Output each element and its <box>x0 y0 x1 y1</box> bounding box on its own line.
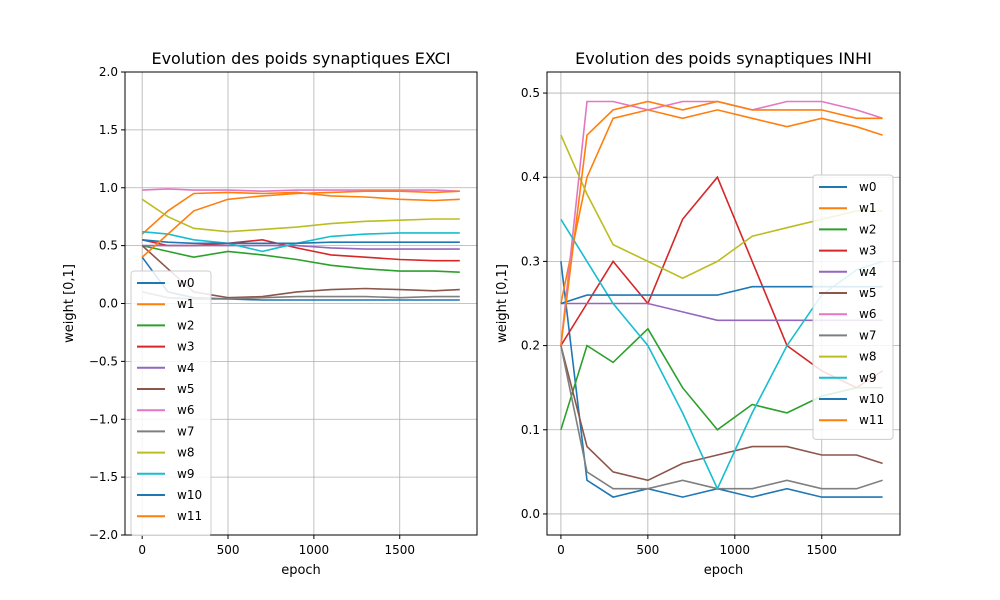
y-tick-label: 0.4 <box>521 170 540 184</box>
legend-label-w4: w4 <box>859 265 876 279</box>
legend-label-w9: w9 <box>177 467 194 481</box>
legend-label-w2: w2 <box>177 318 194 332</box>
legend-label-w10: w10 <box>859 392 884 406</box>
legend: w0 w1 w2 w3 w4 w5 w6 w7 w8 w9 w10 w11 <box>812 174 894 440</box>
chart-title: Evolution des poids synaptiques INHI <box>575 49 872 68</box>
y-tick-label: 0.3 <box>521 254 540 268</box>
x-axis-label: epoch <box>281 563 321 578</box>
chart-exci: 0 500 1000 1500 −2.0 −1.5 −1.0 −0.5 0.0 0.5 1.0 1.5… <box>62 49 478 578</box>
legend-label-w10: w10 <box>177 488 202 502</box>
y-axis-label: weight [0,1] <box>495 264 510 343</box>
y-tick-label: −1.5 <box>89 470 118 484</box>
series-line-w6 <box>142 188 460 193</box>
legend: w0 w1 w2 w3 w4 w5 w6 w7 w8 w9 w10 w11 <box>130 270 212 536</box>
legend-label-w5: w5 <box>177 382 194 396</box>
x-tick-label: 0 <box>557 543 565 557</box>
x-tick-label: 1500 <box>806 543 837 557</box>
x-tick-label: 1500 <box>384 543 415 557</box>
y-tick-label: −1.0 <box>89 412 118 426</box>
legend-box <box>812 174 894 440</box>
x-tick-label: 1000 <box>720 543 751 557</box>
x-axis-label: epoch <box>704 563 744 578</box>
legend-label-w9: w9 <box>859 371 876 385</box>
y-tick-label: 2.0 <box>99 65 118 79</box>
y-tick-label: 0.0 <box>99 297 118 311</box>
y-tick-label: 0.0 <box>521 507 540 521</box>
y-tick-label: −0.5 <box>89 354 118 368</box>
chart-title: Evolution des poids synaptiques EXCI <box>151 49 450 68</box>
chart-inhi: 0 500 1000 1500 0.0 0.1 0.2 0.3 0.4 0.5 Evolution … <box>495 49 901 578</box>
y-tick-label: 1.0 <box>99 181 118 195</box>
legend-label-w7: w7 <box>177 424 194 438</box>
series-line-w2 <box>142 244 460 273</box>
legend-label-w5: w5 <box>859 286 876 300</box>
legend-label-w1: w1 <box>177 297 194 311</box>
legend-label-w8: w8 <box>177 446 194 460</box>
x-tick-label: 0 <box>138 543 146 557</box>
legend-label-w1: w1 <box>859 201 876 215</box>
y-tick-label: 1.5 <box>99 123 118 137</box>
legend-box <box>130 270 212 536</box>
x-tick-label: 500 <box>636 543 659 557</box>
legend-label-w0: w0 <box>859 180 876 194</box>
y-tick-label: 0.5 <box>99 239 118 253</box>
x-tick-label: 1000 <box>299 543 330 557</box>
y-tick-label: 0.5 <box>521 86 540 100</box>
legend-label-w4: w4 <box>177 361 194 375</box>
series-line-w11 <box>560 100 883 346</box>
legend-label-w11: w11 <box>859 413 884 427</box>
y-tick-label: −2.0 <box>89 528 118 542</box>
legend-label-w7: w7 <box>859 328 876 342</box>
legend-label-w6: w6 <box>859 307 876 321</box>
series-line-w10 <box>142 239 460 245</box>
legend-label-w3: w3 <box>859 244 876 258</box>
series-line-w1 <box>141 191 460 235</box>
series-line-w4 <box>142 244 460 250</box>
series-line-w1 <box>560 109 883 304</box>
legend-label-w8: w8 <box>859 350 876 364</box>
series-line-w11 <box>141 190 460 258</box>
y-tick-label: 0.2 <box>521 339 540 353</box>
axes-frame <box>546 71 901 536</box>
y-tick-label: 0.1 <box>521 423 540 437</box>
y-axis-label: weight [0,1] <box>62 264 77 343</box>
legend-label-w2: w2 <box>859 222 876 236</box>
legend-label-w11: w11 <box>177 509 202 523</box>
series-line-w8 <box>141 198 460 233</box>
series-line-w5 <box>560 345 883 482</box>
x-tick-label: 500 <box>217 543 240 557</box>
series-group <box>141 188 460 301</box>
legend-label-w6: w6 <box>177 403 194 417</box>
legend-label-w3: w3 <box>177 340 194 354</box>
legend-label-w0: w0 <box>177 276 194 290</box>
